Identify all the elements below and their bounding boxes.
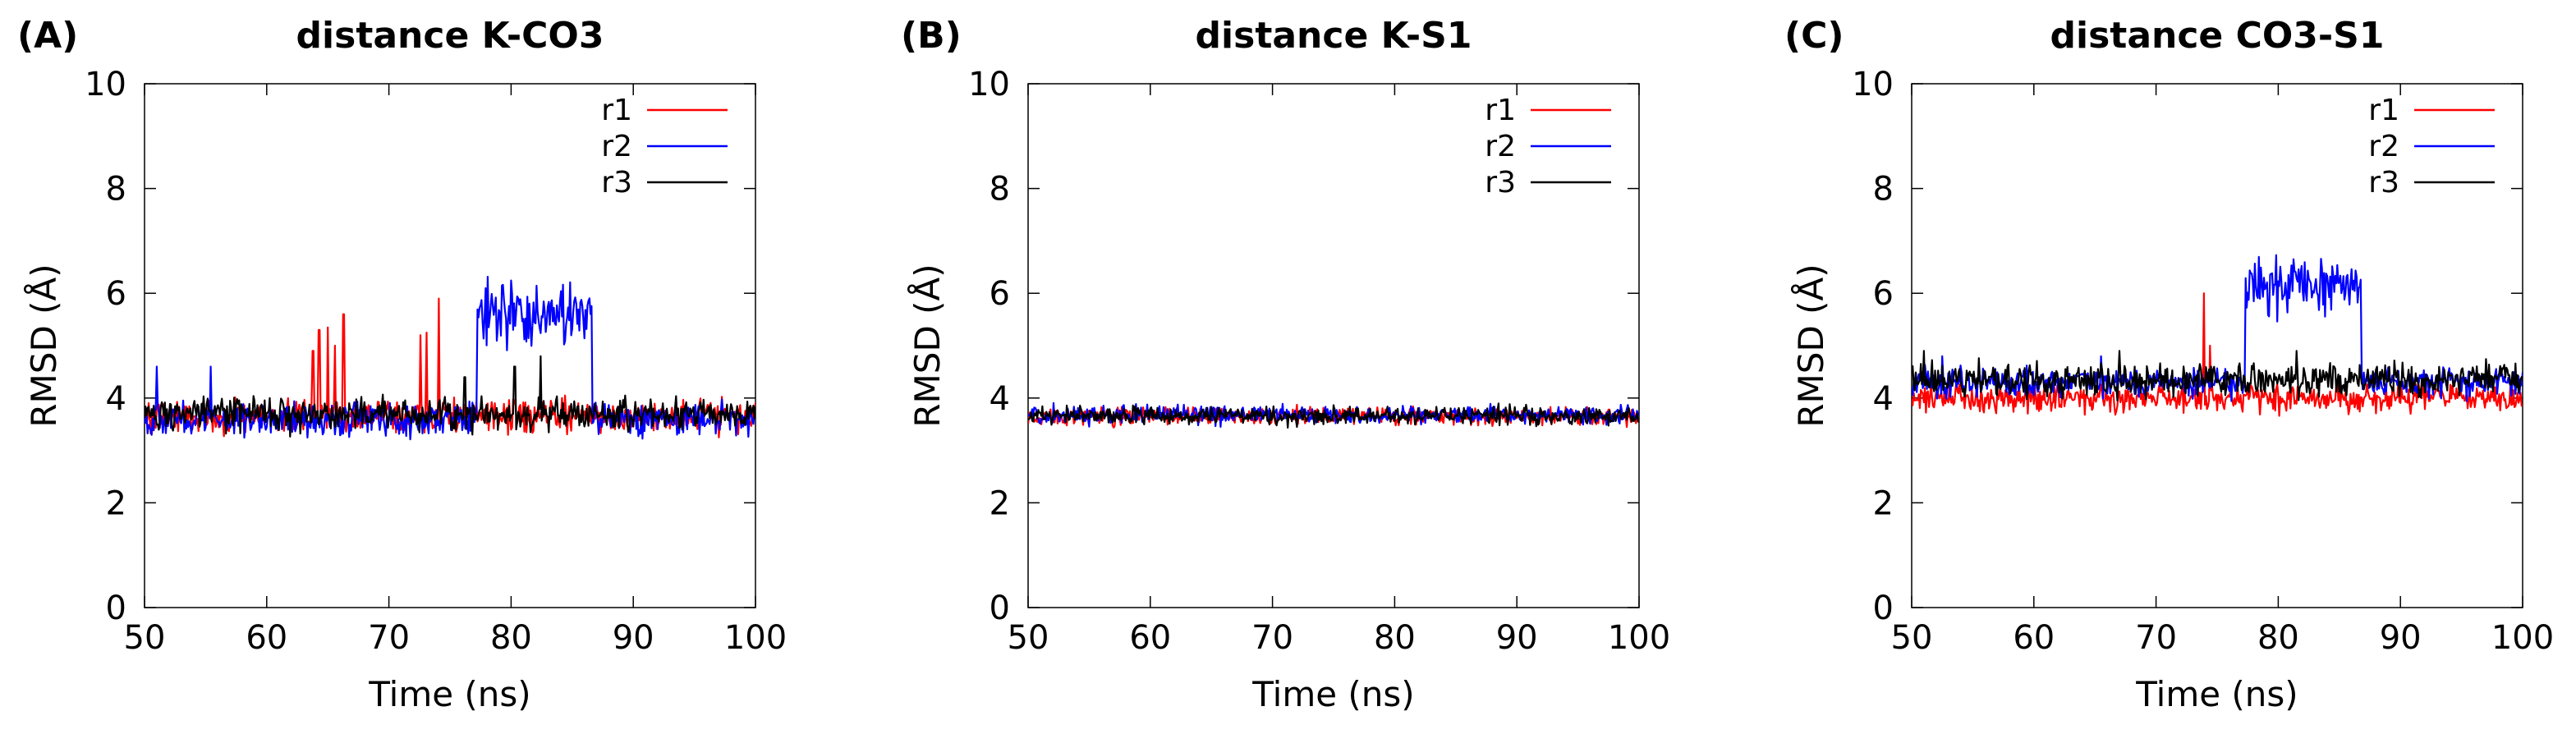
x-tick-label: 90 (613, 619, 654, 657)
plot-frame (1911, 83, 2523, 608)
plot-frame (1027, 83, 1640, 608)
x-tick-label: 80 (1374, 619, 1416, 657)
legend-label-r3: r3 (601, 166, 632, 200)
x-tick-label: 70 (2135, 619, 2177, 657)
chart-title: distance CO3-S1 (2050, 15, 2385, 57)
panel-c: (C) distance CO3-S1 50 60 70 80 90 100 0 2 4 6 8 10 Ti… (1784, 15, 2554, 714)
series-line-r3 (145, 355, 755, 438)
x-tick-label: 60 (2013, 619, 2055, 657)
x-tick-label: 70 (1251, 619, 1293, 657)
y-tick-label: 4 (1873, 380, 1894, 418)
chart-title: distance K-CO3 (296, 15, 604, 57)
y-tick-label: 4 (106, 380, 126, 418)
x-tick-label: 90 (2380, 619, 2422, 657)
y-tick-label: 6 (990, 275, 1010, 313)
y-axis-label: RMSD (Å) (23, 264, 64, 427)
y-tick-label: 0 (990, 589, 1010, 627)
legend-label-r1: r1 (601, 94, 632, 127)
legend-label-r1: r1 (1485, 94, 1516, 127)
legend-label-r3: r3 (2368, 166, 2399, 200)
y-tick-label: 2 (106, 484, 126, 522)
y-tick-label: 10 (85, 66, 126, 103)
y-tick-label: 2 (1873, 484, 1894, 522)
series-line-r3 (1028, 402, 1639, 429)
legend-label-r1: r1 (2368, 94, 2399, 127)
legend-label-r2: r2 (1485, 130, 1516, 163)
y-tick-label: 0 (1873, 589, 1894, 627)
y-tick-label: 8 (1873, 171, 1894, 209)
x-tick-label: 80 (2257, 619, 2299, 657)
x-tick-label: 100 (724, 619, 787, 657)
panel-letter: (A) (17, 15, 78, 57)
x-tick-label: 80 (490, 619, 532, 657)
y-tick-label: 6 (1873, 275, 1894, 313)
y-tick-label: 10 (1852, 66, 1894, 103)
y-tick-label: 8 (106, 171, 126, 209)
x-tick-label: 60 (1129, 619, 1171, 657)
y-tick-label: 6 (106, 275, 126, 313)
y-tick-label: 4 (990, 380, 1010, 418)
y-axis-label: RMSD (Å) (1790, 264, 1831, 427)
x-tick-label: 50 (1891, 619, 1933, 657)
x-tick-label: 50 (1008, 619, 1049, 657)
x-tick-label: 60 (246, 619, 287, 657)
plot-frame (144, 83, 756, 608)
chart-title: distance K-S1 (1196, 15, 1472, 57)
panel-letter: (B) (901, 15, 962, 57)
legend-label-r2: r2 (601, 130, 632, 163)
series-line-r1 (1028, 403, 1639, 429)
x-tick-label: 100 (2491, 619, 2554, 657)
legend-label-r2: r2 (2368, 130, 2399, 163)
x-tick-label: 100 (1608, 619, 1670, 657)
y-tick-label: 10 (968, 66, 1010, 103)
y-axis-label: RMSD (Å) (907, 264, 948, 427)
series-line-r1 (1912, 292, 2523, 417)
panel-b: (B) distance K-S1 50 60 70 80 90 100 0 2 4 6 8 10 Time… (901, 15, 1670, 714)
series-line-r3 (1912, 350, 2523, 402)
panel-letter: (C) (1784, 15, 1844, 57)
x-tick-label: 90 (1496, 619, 1538, 657)
x-axis-label: Time (ns) (1251, 674, 1414, 714)
x-tick-label: 50 (124, 619, 166, 657)
y-tick-label: 0 (106, 589, 126, 627)
panel-a: (A) distance K-CO3 50 60 70 80 90 100 0 2 4 6 8 10 Tim… (17, 15, 787, 714)
y-tick-label: 8 (990, 171, 1010, 209)
x-tick-label: 70 (368, 619, 410, 657)
legend-label-r3: r3 (1485, 166, 1516, 200)
x-axis-label: Time (ns) (368, 674, 530, 714)
x-axis-label: Time (ns) (2135, 674, 2298, 714)
y-tick-label: 2 (990, 484, 1010, 522)
